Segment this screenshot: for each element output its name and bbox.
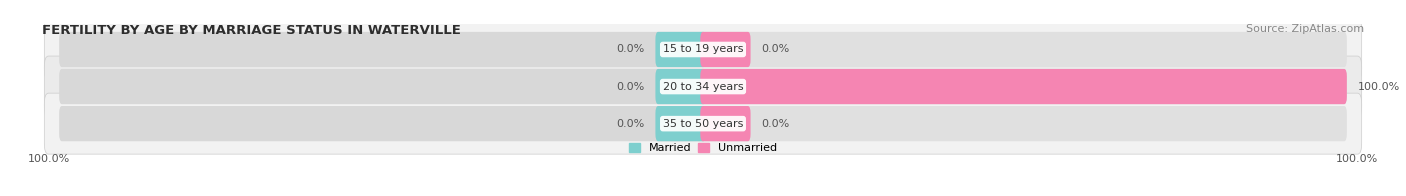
FancyBboxPatch shape xyxy=(655,106,706,141)
Text: 20 to 34 years: 20 to 34 years xyxy=(662,82,744,92)
Text: 0.0%: 0.0% xyxy=(762,119,790,129)
Text: 100.0%: 100.0% xyxy=(1336,154,1378,164)
FancyBboxPatch shape xyxy=(45,93,1361,154)
Text: FERTILITY BY AGE BY MARRIAGE STATUS IN WATERVILLE: FERTILITY BY AGE BY MARRIAGE STATUS IN W… xyxy=(42,24,461,36)
Text: 0.0%: 0.0% xyxy=(616,82,644,92)
Text: 0.0%: 0.0% xyxy=(616,119,644,129)
FancyBboxPatch shape xyxy=(700,69,1347,104)
FancyBboxPatch shape xyxy=(655,32,706,67)
FancyBboxPatch shape xyxy=(700,106,1347,141)
FancyBboxPatch shape xyxy=(700,106,751,141)
FancyBboxPatch shape xyxy=(700,69,1347,104)
FancyBboxPatch shape xyxy=(45,56,1361,117)
Text: 35 to 50 years: 35 to 50 years xyxy=(662,119,744,129)
Text: Source: ZipAtlas.com: Source: ZipAtlas.com xyxy=(1246,24,1364,34)
FancyBboxPatch shape xyxy=(700,32,751,67)
FancyBboxPatch shape xyxy=(59,69,706,104)
Text: 15 to 19 years: 15 to 19 years xyxy=(662,44,744,54)
Legend: Married, Unmarried: Married, Unmarried xyxy=(624,139,782,158)
FancyBboxPatch shape xyxy=(59,106,706,141)
FancyBboxPatch shape xyxy=(655,69,706,104)
Text: 0.0%: 0.0% xyxy=(762,44,790,54)
Text: 100.0%: 100.0% xyxy=(1358,82,1400,92)
Text: 0.0%: 0.0% xyxy=(616,44,644,54)
FancyBboxPatch shape xyxy=(45,19,1361,80)
Text: 100.0%: 100.0% xyxy=(28,154,70,164)
FancyBboxPatch shape xyxy=(700,32,1347,67)
FancyBboxPatch shape xyxy=(59,32,706,67)
